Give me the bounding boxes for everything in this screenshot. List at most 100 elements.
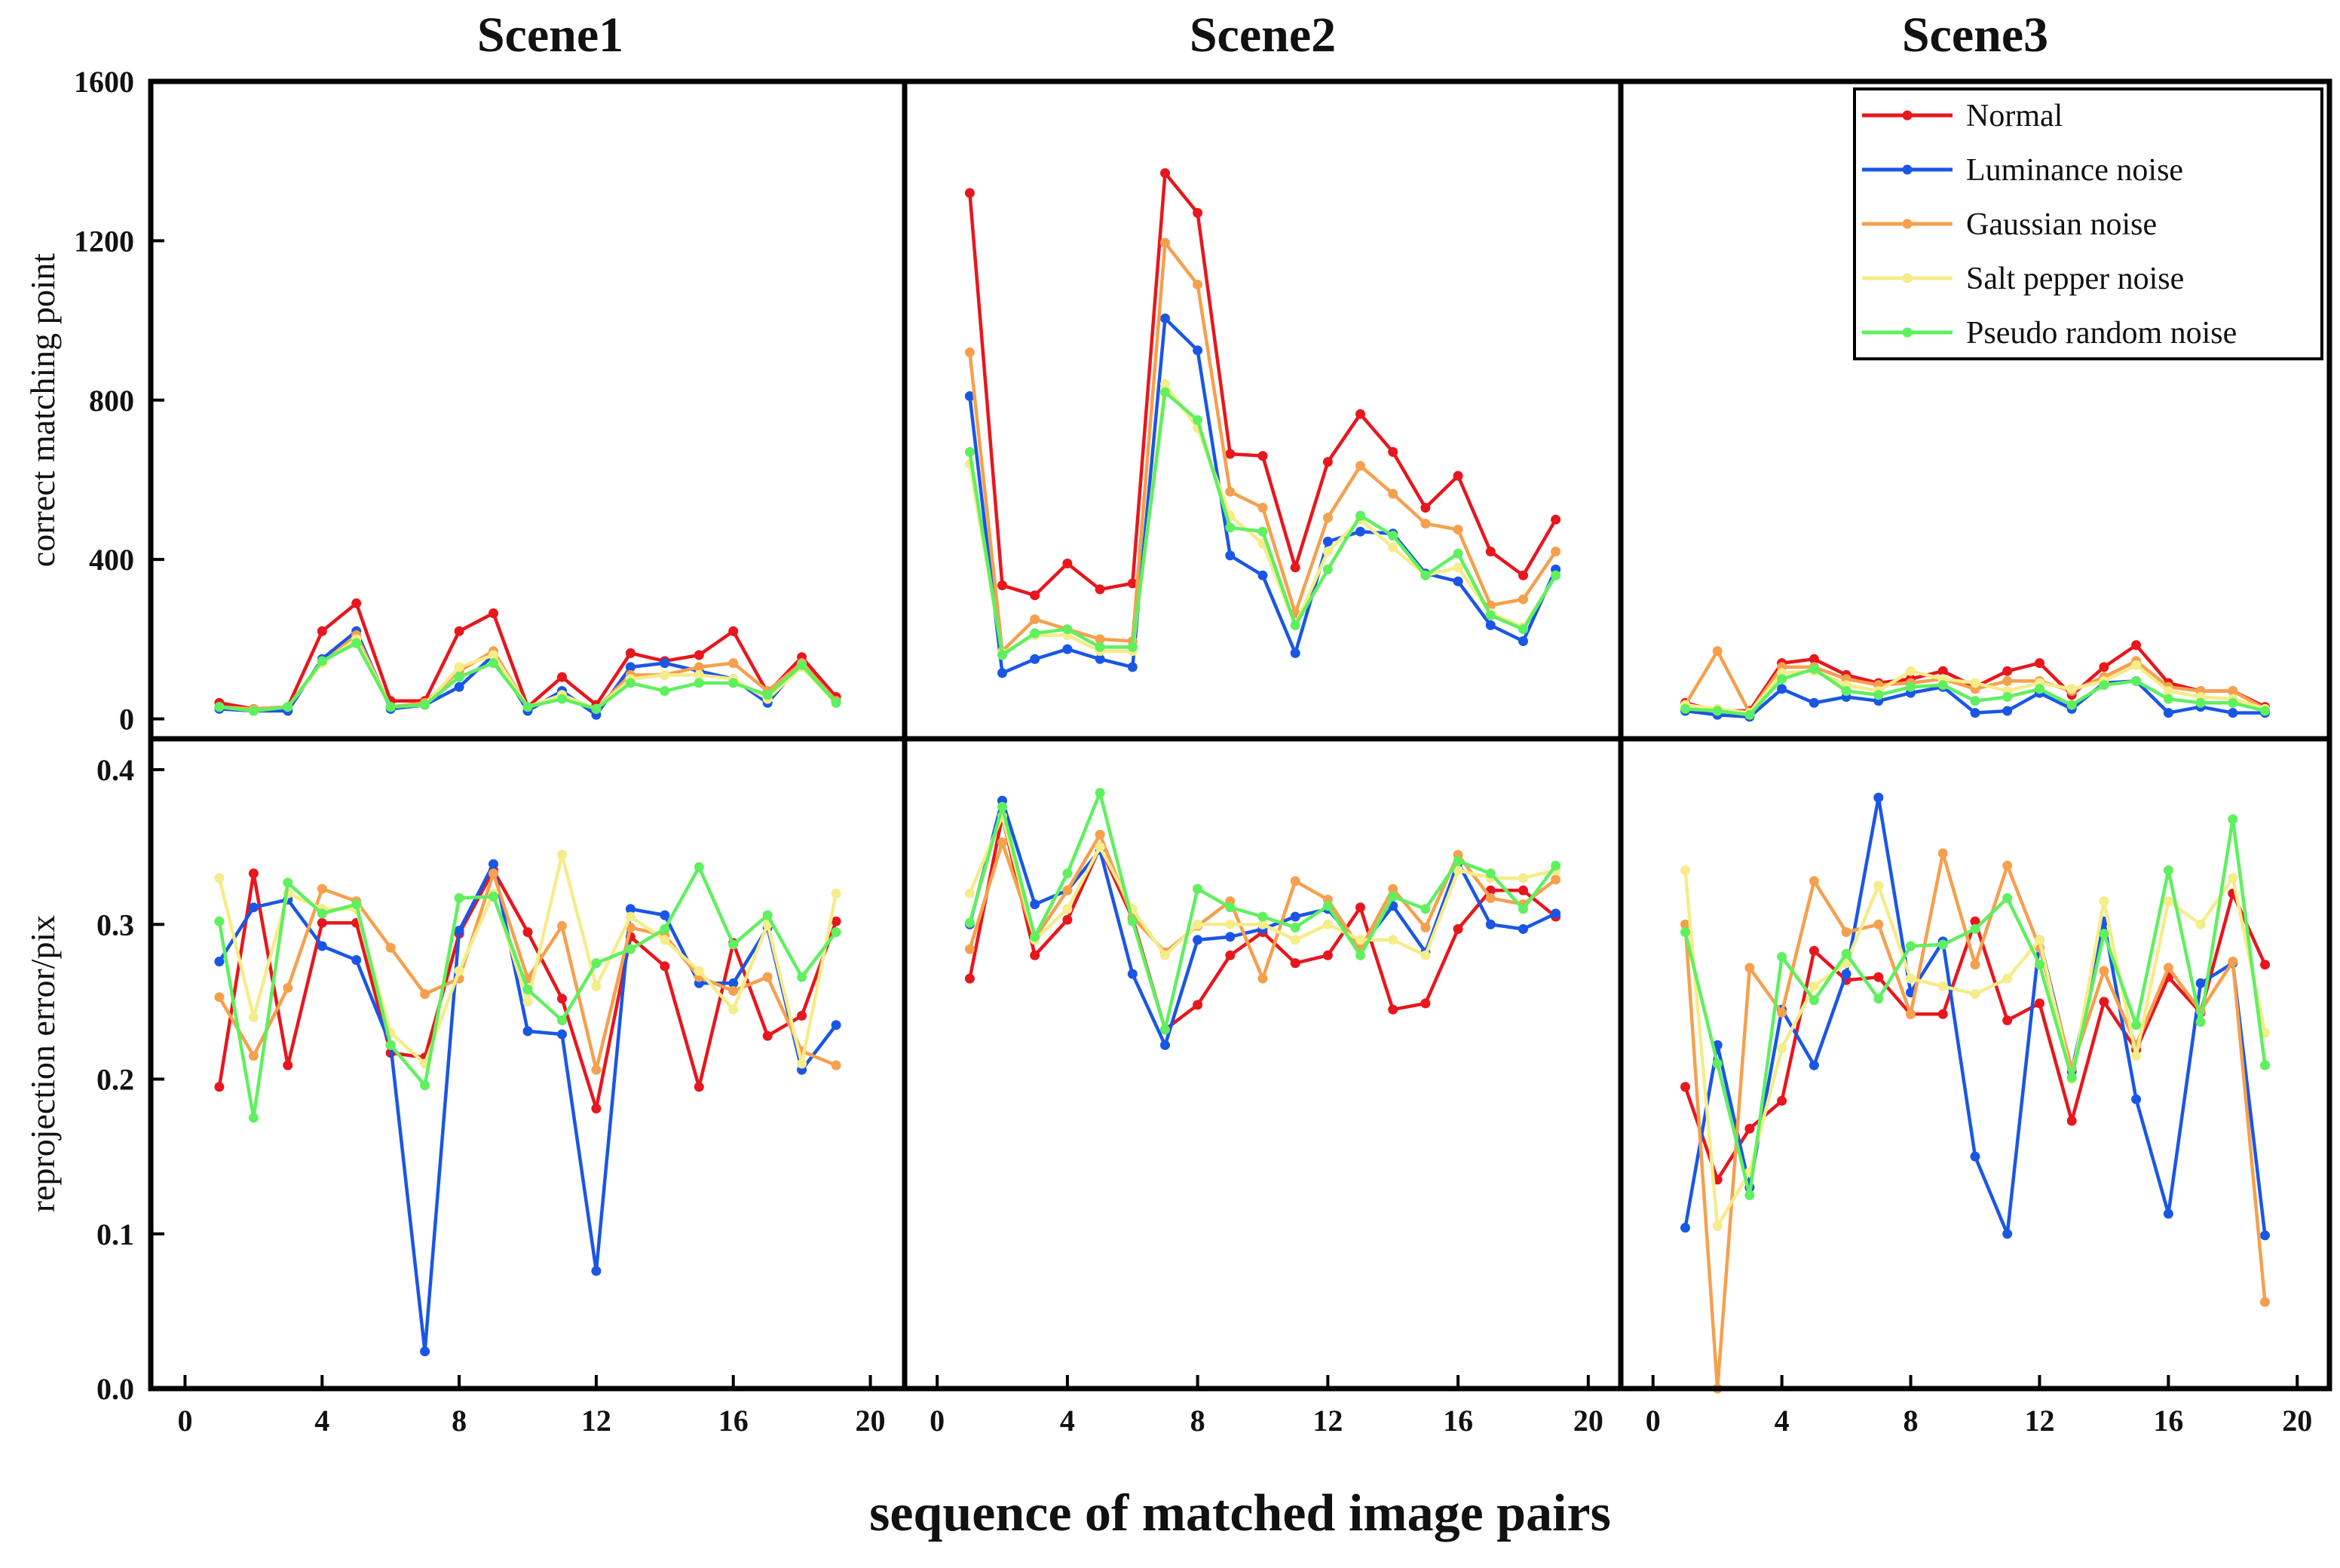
scene2-bottom-luminance-noise-point-7 (1160, 1040, 1170, 1050)
scene2-bottom-pseudo-random-noise-point-8 (1193, 884, 1203, 894)
scene2-top-salt-pepper-noise-point-16 (1453, 562, 1463, 573)
legend-marker-gaussian-noise (1902, 219, 1913, 229)
scene3-top-normal-point-11 (2002, 666, 2013, 676)
scene3-bottom-pseudo-random-noise-point-4 (1777, 951, 1787, 962)
scene2-bottom-pseudo-random-noise-point-3 (1030, 932, 1040, 942)
scene2-bottom-salt-pepper-noise-point-7 (1160, 950, 1170, 960)
scene2-bottom-gaussian-noise-point-14 (1388, 884, 1398, 894)
scene2-bottom-pseudo-random-noise-point-10 (1257, 911, 1268, 922)
scene2-top-gaussian-noise-point-10 (1257, 503, 1268, 513)
scene1-bottom-pseudo-random-noise-point-3 (283, 877, 293, 888)
scene2-top-normal-point-18 (1518, 570, 1528, 580)
scene3-bottom-gaussian-noise-point-5 (1809, 876, 1819, 887)
top-y-axis-title: correct matching point (23, 253, 62, 568)
scene1-bottom-normal-point-19 (831, 916, 841, 926)
scene1-top-pseudo-random-noise-point-7 (420, 700, 430, 710)
scene1-top-pseudo-random-noise-point-11 (557, 694, 567, 704)
scene1-bottom-salt-pepper-noise-point-1 (214, 873, 225, 884)
scene3-top-luminance-noise-point-11 (2002, 706, 2013, 716)
scene2-top-pseudo-random-noise-point-16 (1453, 548, 1463, 559)
scene3-bottom-pseudo-random-noise-point-3 (1744, 1190, 1755, 1200)
plot-frame (148, 78, 2332, 1392)
scene1-bottom-normal-point-2 (248, 868, 259, 879)
scene1-top-pseudo-random-noise-point-13 (625, 678, 636, 688)
scene3-bottom-gaussian-noise-point-3 (1744, 963, 1755, 973)
scene2-bottom-luminance-noise-point-17 (1485, 919, 1496, 929)
scene2-top-gaussian-noise-point-8 (1193, 280, 1203, 289)
scene3-top-pseudo-random-noise-point-4 (1777, 674, 1787, 684)
scene1-bottom-pseudo-random-noise-point-11 (557, 1015, 567, 1025)
scene2-bottom-luminance-noise-point-8 (1193, 935, 1203, 945)
scene1-bottom-pseudo-random-noise-point-4 (317, 908, 327, 919)
scene3-top-normal-point-14 (2099, 662, 2109, 672)
scene3-bottom-luminance-noise-point-7 (1873, 792, 1884, 803)
scene2-bottom-salt-pepper-noise-point-10 (1257, 919, 1268, 929)
legend-label-salt-pepper-noise: Salt pepper noise (1966, 262, 2184, 296)
scene1-bottom-normal-point-15 (694, 1082, 704, 1092)
scene1-top-normal-point-13 (625, 648, 636, 658)
scene2-top-pseudo-random-noise-point-14 (1388, 531, 1398, 541)
bottom-y-axis-title: reprojection error/pix (23, 915, 62, 1213)
scene3-bottom-luminance-noise-point-16 (2163, 1208, 2173, 1219)
bottom-y-tick-label-2: 0.2 (96, 1063, 134, 1097)
scene3-bottom-normal-point-13 (2066, 1116, 2077, 1126)
scene1-top-pseudo-random-noise-point-4 (317, 656, 327, 666)
scene2-bottom-normal-point-8 (1193, 1000, 1203, 1010)
scene2-bottom-salt-pepper-noise-point-11 (1290, 935, 1300, 945)
scene1-top-pseudo-random-noise-point-5 (351, 638, 362, 648)
scene1-top-salt-pepper-noise-point-9 (489, 650, 498, 660)
scene1-bottom-pseudo-random-noise-point-10 (522, 985, 533, 994)
scene2-bottom-pseudo-random-noise-point-19 (1551, 860, 1561, 871)
scene1-bottom-salt-pepper-noise-point-15 (694, 966, 704, 976)
scene2-top-normal-point-12 (1322, 457, 1333, 467)
scene2-bottom-pseudo-random-noise-point-18 (1518, 904, 1528, 914)
scene3-top-pseudo-random-noise-point-13 (2066, 700, 2077, 710)
scene1-bottom-luminance-noise-point-14 (660, 910, 670, 920)
scene1-top-normal-point-15 (694, 650, 704, 660)
scene1-bottom-pseudo-random-noise-point-1 (214, 916, 225, 926)
scene2-top-luminance-noise-point-11 (1290, 648, 1300, 658)
scene3-top-pseudo-random-noise-point-12 (2035, 684, 2044, 694)
scene1-bottom-normal-point-4 (317, 917, 327, 928)
scene2-bottom-normal-point-14 (1388, 1004, 1398, 1015)
scene2-bottom-normal-point-3 (1030, 950, 1040, 960)
scene3-top-pseudo-random-noise-point-5 (1809, 664, 1819, 674)
x-tick-label-1-16: 16 (718, 1404, 749, 1438)
scene1-bottom-salt-pepper-noise-point-2 (248, 1012, 259, 1022)
scene3-bottom-gaussian-noise-point-4 (1777, 1007, 1787, 1018)
scene3-top-pseudo-random-noise-point-2 (1712, 706, 1723, 716)
scene2-top-pseudo-random-noise-point-11 (1290, 620, 1300, 630)
scene2-top-pseudo-random-noise-point-2 (997, 650, 1007, 660)
scene1-top-gaussian-noise-point-15 (694, 662, 704, 672)
scene3-bottom-pseudo-random-noise-point-13 (2066, 1073, 2077, 1083)
scene3-top-gaussian-noise-point-18 (2228, 686, 2238, 697)
scene3-bottom-pseudo-random-noise-point-5 (1809, 995, 1819, 1006)
scene3-bottom-luminance-noise-point-10 (1970, 1151, 1980, 1162)
scene1-top-luminance-noise-point-14 (660, 658, 670, 669)
scene1-bottom-luminance-noise-point-10 (522, 1026, 533, 1037)
scene3-bottom-salt-pepper-noise-point-2 (1712, 1221, 1723, 1231)
scene2-top-pseudo-random-noise-point-3 (1030, 628, 1040, 639)
scene3-bottom-pseudo-random-noise-point-6 (1841, 948, 1851, 959)
scene1-top-normal-point-8 (454, 626, 464, 636)
scene3-top-luminance-noise-point-4 (1777, 684, 1787, 694)
scene1-bottom-pseudo-random-noise-point-16 (728, 939, 739, 950)
scene2-bottom-normal-point-11 (1290, 958, 1300, 969)
scene3-bottom-normal-point-19 (2260, 960, 2270, 970)
scene1-bottom-pseudo-random-noise-point-8 (454, 893, 464, 903)
x-tick-label-3-0: 0 (1646, 1404, 1661, 1438)
scene1-top-normal-point-4 (317, 626, 327, 636)
scene1-top-pseudo-random-noise-point-18 (797, 660, 807, 670)
scene3-bottom-normal-point-4 (1777, 1095, 1787, 1106)
scene2-top-pseudo-random-noise-point-18 (1518, 624, 1528, 635)
scene3-top-pseudo-random-noise-point-3 (1744, 709, 1755, 720)
x-tick-label-2-12: 12 (1312, 1404, 1343, 1438)
scene1-bottom-pseudo-random-noise-point-5 (351, 899, 362, 910)
top-y-tick-label-0: 0 (119, 703, 134, 737)
scene1-top-salt-pepper-noise-point-15 (694, 669, 704, 680)
scene1-bottom-luminance-noise-point-2 (248, 902, 259, 913)
scene2-bottom-normal-point-13 (1355, 902, 1365, 913)
scene1-bottom-normal-point-17 (762, 1031, 773, 1041)
scene2-top-pseudo-random-noise-point-9 (1225, 522, 1236, 533)
scene2-top-pseudo-random-noise-point-17 (1485, 610, 1496, 620)
